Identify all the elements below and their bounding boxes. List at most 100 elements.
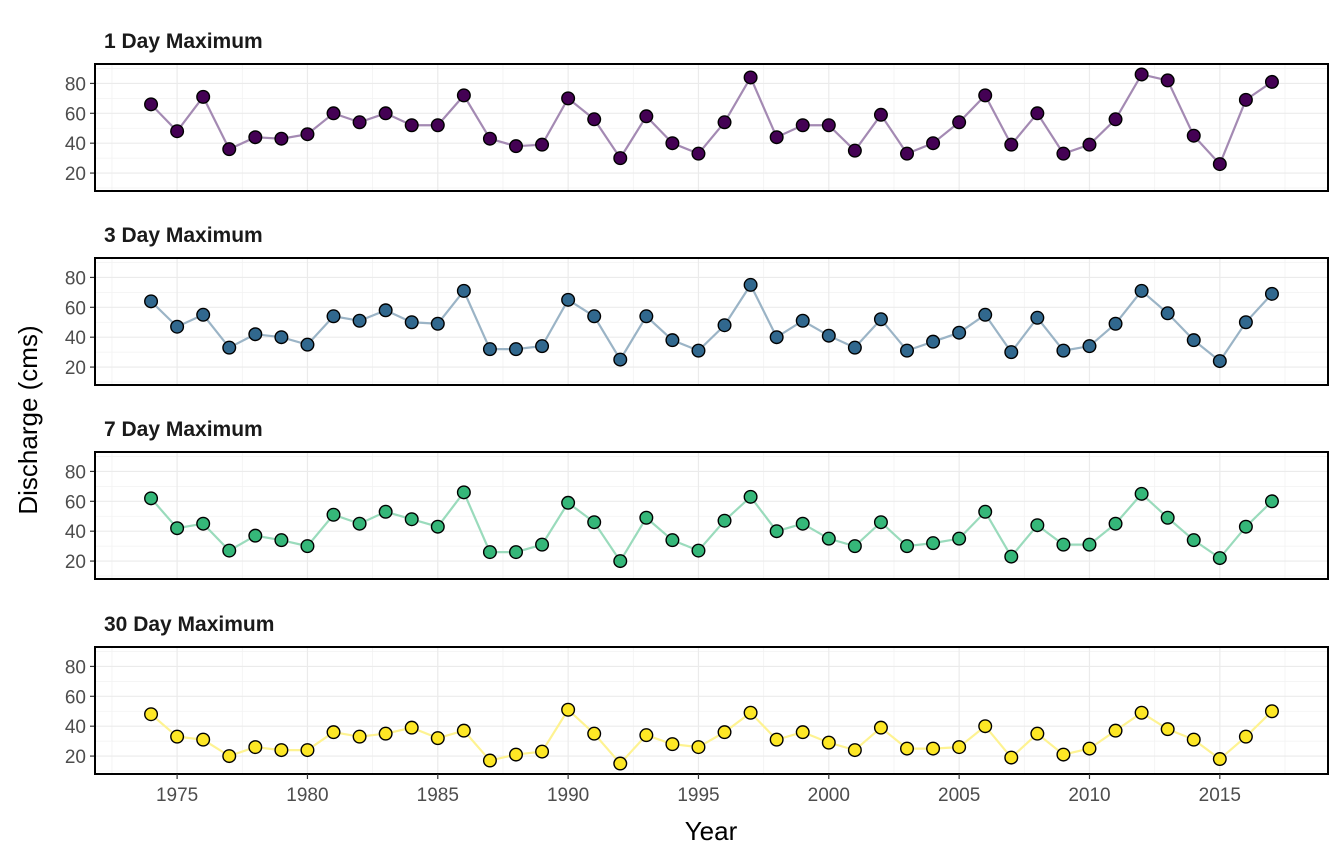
data-point [769,330,784,345]
data-point [639,510,654,525]
data-point [248,327,263,342]
data-point [222,340,237,355]
data-point [743,489,758,504]
data-point [1134,67,1149,82]
data-point [144,294,159,309]
facet-1: 1 Day Maximum 20 40 60 80 [65,30,1329,192]
data-point [508,545,523,560]
data-point [1264,74,1279,89]
series-line [150,282,1273,363]
panel-border [94,257,1329,386]
data-point [430,731,445,746]
data-point [456,485,471,500]
data-point [1264,704,1279,719]
data-point [952,325,967,340]
data-point [1004,750,1019,765]
data-point [1082,537,1097,552]
x-tick-label: 2005 [938,785,980,806]
data-point [1238,315,1253,330]
data-point [717,318,732,333]
data-point [1212,354,1227,369]
data-point [1004,549,1019,564]
data-point [430,118,445,133]
data-point [144,707,159,722]
y-tick-label: 20 [65,747,86,768]
data-point [300,743,315,758]
data-point [847,539,862,554]
data-point [1108,516,1123,531]
data-point [639,109,654,124]
data-point [1134,486,1149,501]
data-point [873,515,888,530]
data-point [1186,128,1201,143]
data-point [144,97,159,112]
data-point [900,343,915,358]
data-point [1082,137,1097,152]
data-point [1082,339,1097,354]
data-point [847,143,862,158]
data-point [1238,92,1253,107]
data-point [482,753,497,768]
data-point [1030,310,1045,325]
data-point [274,533,289,548]
facet-3: 7 Day Maximum 20 40 60 80 [65,418,1329,580]
data-point [300,337,315,352]
data-point [482,545,497,560]
y-tick-label: 60 [65,104,86,125]
data-point [926,334,941,349]
data-point [926,741,941,756]
data-point [274,743,289,758]
y-tick-label: 80 [65,462,86,483]
data-point [613,756,628,771]
data-point [665,136,680,151]
series-line [150,490,1273,564]
data-point [1238,729,1253,744]
data-point [274,330,289,345]
data-point [482,342,497,357]
data-point [1212,752,1227,767]
data-point [1186,732,1201,747]
data-point [769,130,784,145]
data-point [587,726,602,741]
data-point [196,516,211,531]
panel-border [94,451,1329,580]
data-point [378,504,393,519]
data-point [743,70,758,85]
y-tick-label: 20 [65,358,86,379]
data-point [978,719,993,734]
data-point [404,720,419,735]
data-point [847,743,862,758]
data-point [1108,112,1123,127]
data-point [1056,343,1071,358]
data-point [1108,316,1123,331]
data-point [508,139,523,154]
data-point [326,309,341,324]
data-point [1212,551,1227,566]
data-point [717,115,732,130]
data-point [873,312,888,327]
facet-title: 3 Day Maximum [104,224,263,247]
data-point [821,328,836,343]
x-tick-label: 1995 [677,785,719,806]
data-point [196,89,211,104]
data-point [1004,137,1019,152]
data-point [1030,106,1045,121]
data-point [691,146,706,161]
data-point [300,539,315,554]
data-point [352,115,367,130]
data-point [170,319,185,334]
data-point [1264,286,1279,301]
data-point [769,524,784,539]
data-point [561,292,576,307]
data-point [1082,741,1097,756]
y-tick-label: 40 [65,328,86,349]
facet-title: 30 Day Maximum [104,613,274,636]
data-point [1056,747,1071,762]
data-point [795,118,810,133]
data-point [1030,726,1045,741]
data-point [691,543,706,558]
data-point [352,516,367,531]
data-point [613,352,628,367]
data-point [248,528,263,543]
